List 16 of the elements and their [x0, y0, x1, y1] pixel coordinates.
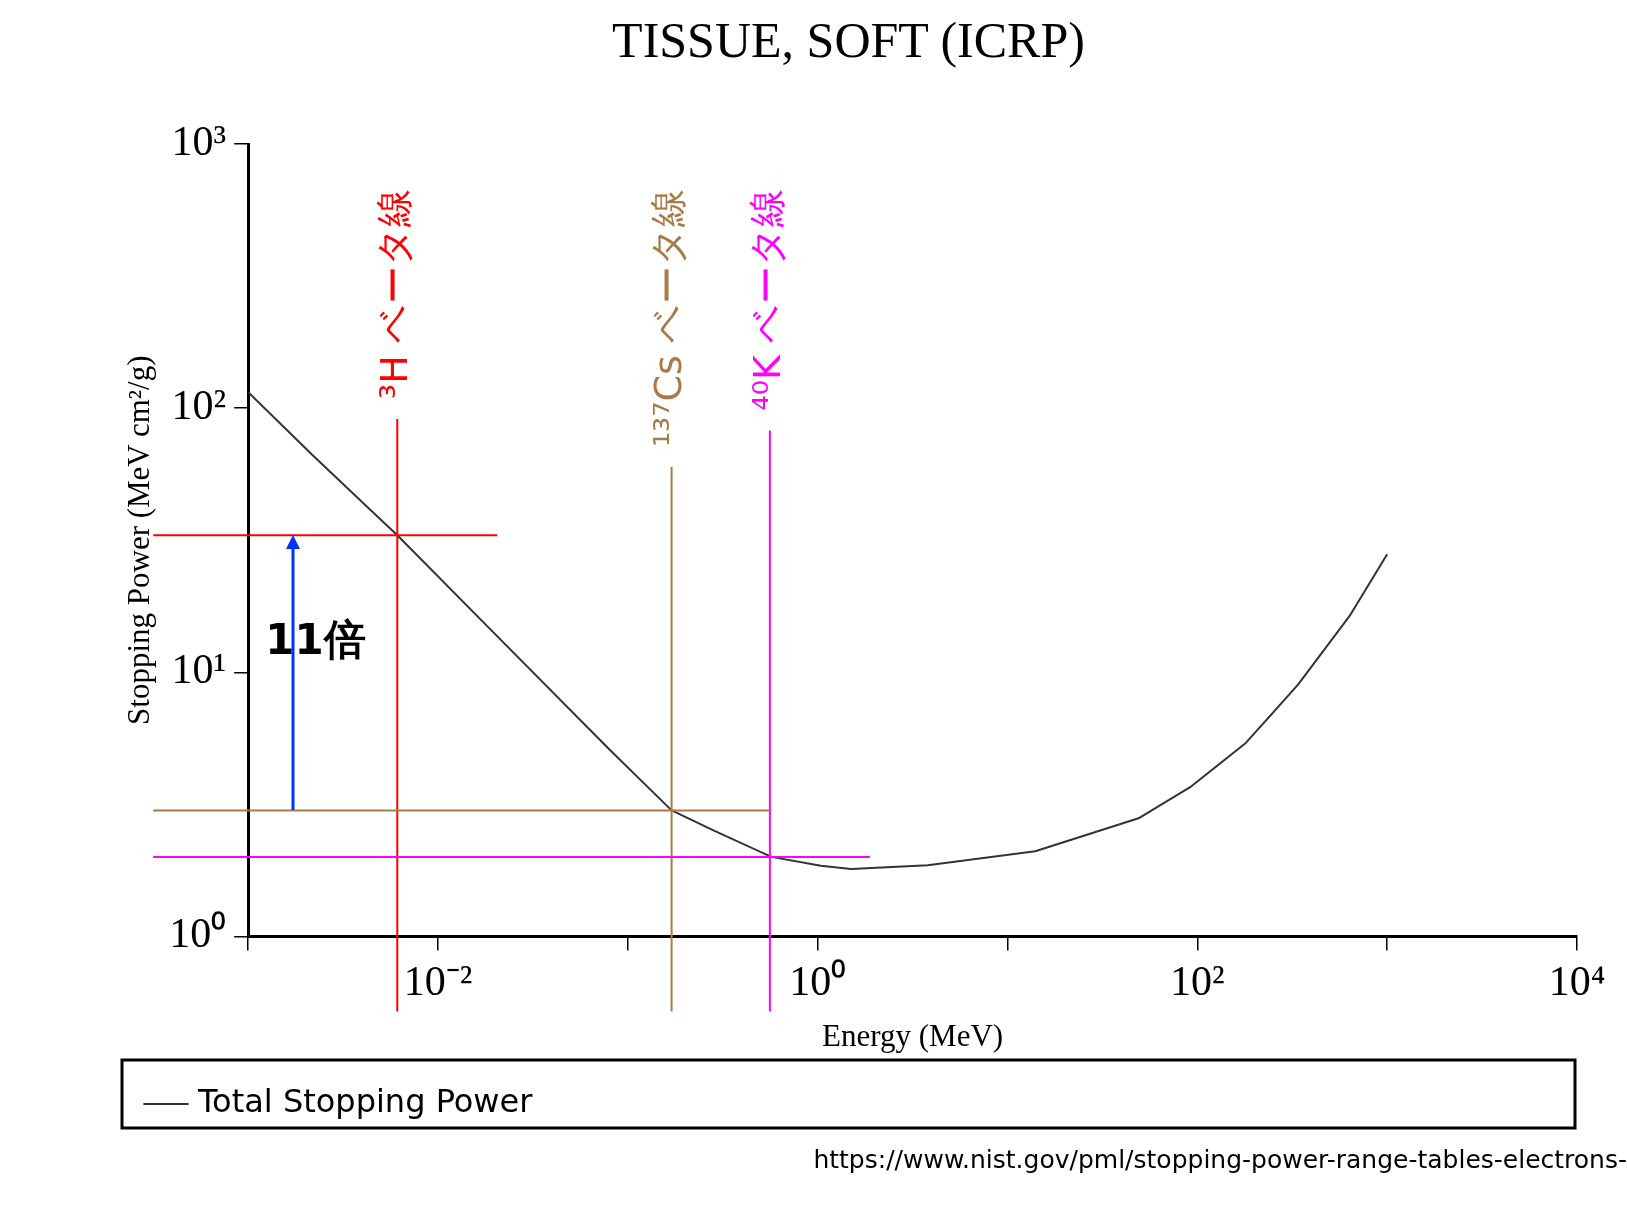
- ref-line-label: ¹³⁷Cs ベータ線: [646, 188, 691, 448]
- x-tick-label: 10²: [1170, 957, 1225, 1004]
- x-tick-label: 10⁻²: [403, 957, 473, 1004]
- x-tick-label: 10⁴: [1548, 957, 1606, 1004]
- legend-label: Total Stopping Power: [197, 1082, 534, 1121]
- y-tick-label: 10¹: [171, 646, 227, 693]
- text: https://www.nist.gov/pml/stopping-power-range-tables-electrons-: [813, 1145, 1627, 1174]
- y-tick-label: 10²: [171, 382, 227, 429]
- ref-line-label: ⁴⁰K ベータ線: [744, 189, 789, 411]
- y-tick-label: 10⁰: [169, 910, 227, 957]
- x-axis-title: Energy (MeV): [822, 1017, 1004, 1053]
- y-axis-title: Stopping Power (MeV cm²/g): [120, 355, 156, 725]
- y-tick-label: 10³: [171, 118, 227, 165]
- x-tick-label: 10⁰: [789, 957, 847, 1004]
- chart-title: TISSUE, SOFT (ICRP): [612, 12, 1085, 69]
- ref-line-label: ³H ベータ線: [372, 189, 417, 399]
